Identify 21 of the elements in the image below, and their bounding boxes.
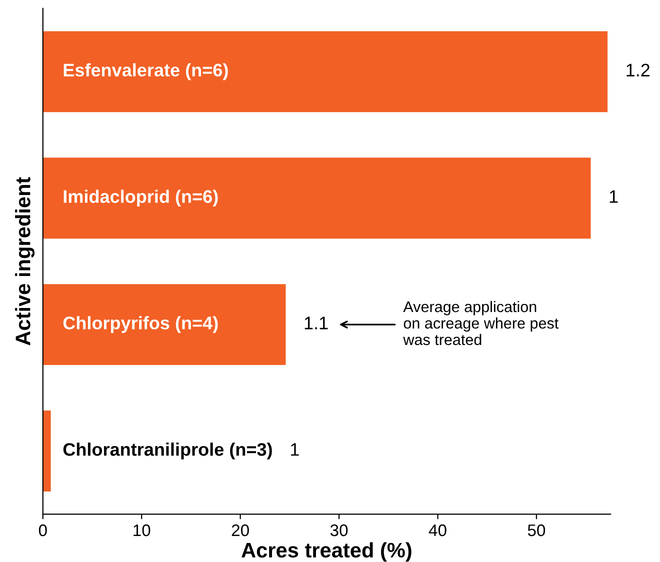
text: 1.2 xyxy=(626,64,650,76)
bar xyxy=(42,31,608,112)
y-axis-title: Active ingredient xyxy=(15,177,35,346)
bar xyxy=(42,158,591,239)
x-tick-label: 10 xyxy=(134,524,150,536)
x-tick-label: 20 xyxy=(232,524,249,536)
x-tick-label: 40 xyxy=(428,524,446,536)
annotation: 1 xyxy=(610,190,618,203)
y-tick-label: Imidacloprid (n=6) xyxy=(64,190,218,207)
annotation: 1 xyxy=(291,443,299,456)
bar xyxy=(42,284,286,366)
y-tick-label: Esfenvalerate (n=6) xyxy=(64,63,228,80)
y-tick-label: Chlorantraniliprole (n=3) xyxy=(63,442,272,460)
bar xyxy=(42,410,51,492)
x-axis-title: Acres treated (%) xyxy=(242,542,412,562)
x-tick-label: 50 xyxy=(528,524,546,536)
annotation: Average application on acreage where pest was treated xyxy=(403,300,559,346)
x-tick-label: 30 xyxy=(330,524,348,536)
y-tick-label: Chlorpyrifos (n=4) xyxy=(63,316,218,333)
x-tick-label: 0 xyxy=(38,524,47,536)
annotation: 1.1 xyxy=(304,316,328,330)
